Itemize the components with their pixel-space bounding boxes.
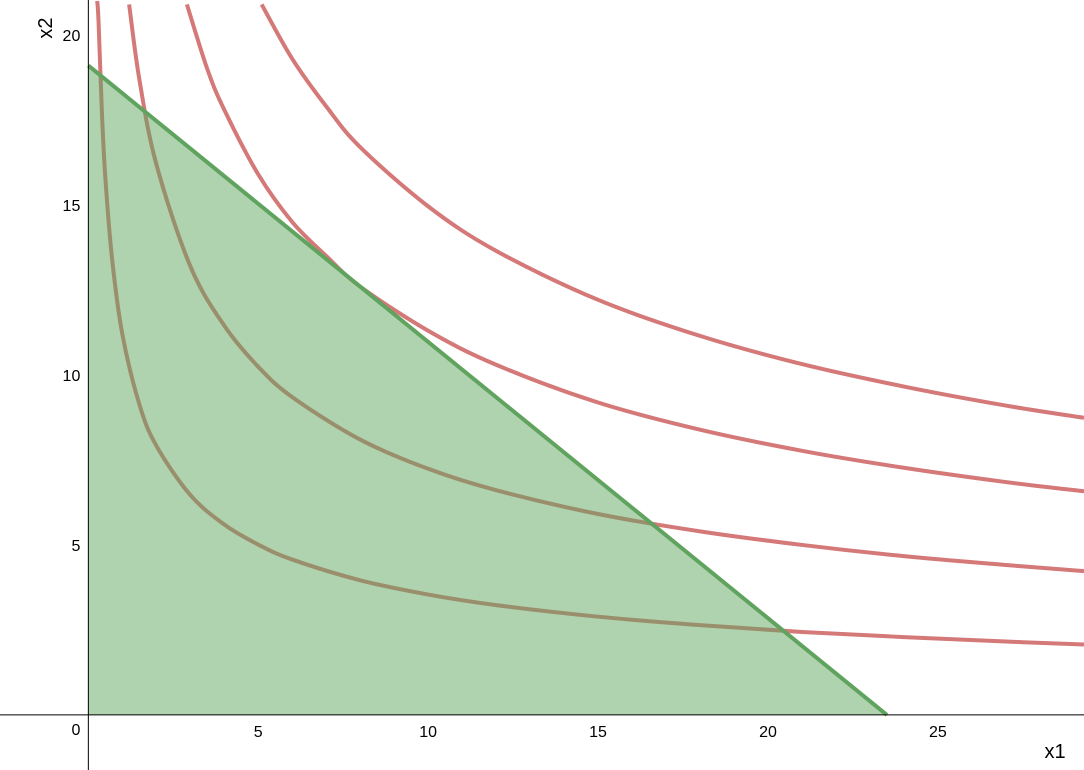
- x-tick-label: 10: [419, 724, 437, 741]
- y-tick-label: 5: [71, 538, 80, 555]
- indifference-curve: [184, 3, 1084, 494]
- y-tick-label: 10: [63, 368, 81, 385]
- x-axis-label: x1: [1044, 741, 1065, 763]
- x-tick-label: 5: [254, 724, 263, 741]
- plot-area: [87, 0, 1084, 717]
- y-tick-label: 0: [71, 722, 80, 739]
- budget-line: [87, 64, 889, 717]
- indifference-curve: [259, 3, 1084, 420]
- x-tick-label: 15: [589, 724, 607, 741]
- x-tick-label: 25: [929, 724, 947, 741]
- y-axis-label: x2: [35, 17, 57, 38]
- x-tick-label: 20: [759, 724, 777, 741]
- y-tick-label: 20: [63, 28, 81, 45]
- y-tick-label: 15: [63, 198, 81, 215]
